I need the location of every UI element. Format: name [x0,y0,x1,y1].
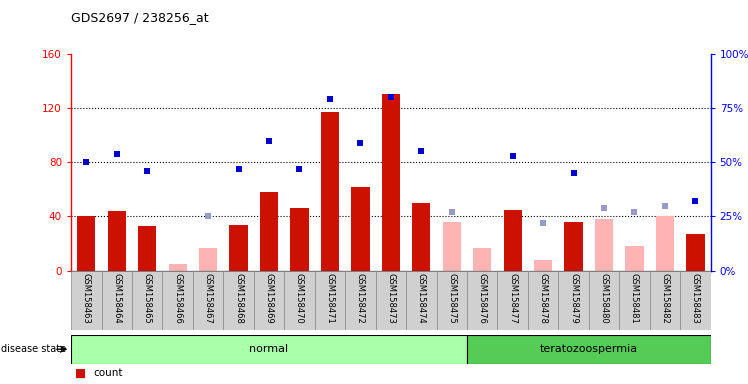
Text: GSM158467: GSM158467 [203,273,212,323]
Text: GSM158469: GSM158469 [265,273,274,323]
Bar [77,217,96,271]
Bar [71,271,102,330]
Bar [260,192,278,271]
Bar [162,271,193,330]
Bar [199,248,217,271]
Bar [290,209,309,271]
Bar [138,226,156,271]
Text: normal: normal [249,344,289,354]
Text: GSM158476: GSM158476 [478,273,487,323]
Text: GSM158468: GSM158468 [234,273,243,323]
Bar [619,271,650,330]
Text: GSM158465: GSM158465 [143,273,152,323]
Text: GSM158474: GSM158474 [417,273,426,323]
Bar [254,271,284,330]
Bar [321,112,339,271]
Bar [352,187,370,271]
Text: GSM158463: GSM158463 [82,273,91,323]
Bar [71,335,467,364]
Text: GSM158478: GSM158478 [539,273,548,323]
Bar [168,264,187,271]
Bar [406,271,437,330]
Text: GSM158473: GSM158473 [386,273,396,323]
Bar [467,335,711,364]
Bar [473,248,491,271]
Bar [565,222,583,271]
Bar [656,217,674,271]
Text: GSM158477: GSM158477 [508,273,517,323]
Text: GSM158475: GSM158475 [447,273,456,323]
Bar [230,225,248,271]
Text: GSM158466: GSM158466 [173,273,183,323]
Text: count: count [94,368,123,378]
Bar [686,234,705,271]
Bar [224,271,254,330]
Bar [345,271,375,330]
Bar [497,271,528,330]
Bar [589,271,619,330]
Bar [680,271,711,330]
Bar [528,271,558,330]
Bar [284,271,315,330]
Text: GSM158470: GSM158470 [295,273,304,323]
Bar [315,271,345,330]
Text: ■: ■ [75,367,86,380]
Text: GSM158464: GSM158464 [112,273,121,323]
Bar [412,203,430,271]
Bar [503,210,522,271]
Bar [437,271,467,330]
Bar [193,271,224,330]
Bar [375,271,406,330]
Bar [108,211,126,271]
Text: GSM158481: GSM158481 [630,273,639,323]
Bar [102,271,132,330]
Text: GSM158480: GSM158480 [599,273,609,323]
Bar [558,271,589,330]
Bar [381,94,400,271]
Text: GSM158479: GSM158479 [569,273,578,323]
Bar [625,246,643,271]
Text: GSM158472: GSM158472 [356,273,365,323]
Text: GDS2697 / 238256_at: GDS2697 / 238256_at [71,12,209,25]
Bar [595,219,613,271]
Bar [467,271,497,330]
Bar [443,222,461,271]
Text: disease state: disease state [1,344,67,354]
Bar [534,260,552,271]
Bar [132,271,162,330]
Bar [650,271,680,330]
Text: teratozoospermia: teratozoospermia [540,344,638,354]
Text: GSM158483: GSM158483 [691,273,700,323]
Text: GSM158482: GSM158482 [660,273,669,323]
Text: GSM158471: GSM158471 [325,273,334,323]
